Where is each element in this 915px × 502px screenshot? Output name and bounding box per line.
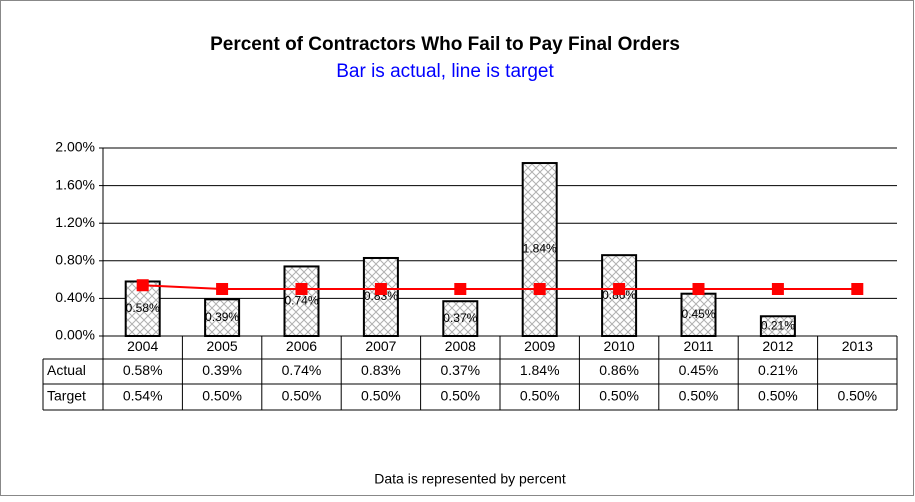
line-marker	[851, 283, 864, 295]
table-cell: 0.50%	[282, 388, 322, 404]
bar	[680, 292, 717, 338]
y-tick-label: 0.80%	[55, 252, 95, 268]
table-cell: 0.83%	[361, 362, 401, 378]
x-tick-label: 2010	[604, 338, 635, 354]
x-tick-label: 2006	[286, 338, 317, 354]
data-label: 0.37%	[443, 311, 477, 325]
bar	[521, 162, 558, 337]
data-label: 0.74%	[284, 293, 318, 307]
x-tick-label: 2009	[524, 338, 555, 354]
legend-entry: Target	[47, 388, 86, 404]
line-marker	[533, 283, 546, 295]
line-marker	[374, 283, 387, 295]
line-marker	[136, 279, 149, 292]
x-tick-label: 2007	[365, 338, 396, 354]
table-cell: 0.86%	[599, 362, 639, 378]
table-cell: 0.21%	[758, 362, 798, 378]
y-tick-label: 0.40%	[55, 289, 95, 305]
table-cell: 0.54%	[123, 388, 163, 404]
y-tick-label: 1.60%	[55, 176, 95, 192]
x-tick-label: 2012	[762, 338, 793, 354]
bar	[759, 315, 796, 338]
y-tick-label: 0.00%	[55, 327, 95, 343]
table-cell: 0.50%	[361, 388, 401, 404]
legend-entry: Actual	[47, 362, 86, 378]
data-label: 0.58%	[126, 301, 160, 315]
bar	[362, 256, 399, 338]
bar	[601, 254, 638, 337]
x-tick-label: 2004	[127, 338, 158, 354]
table-cell: 0.37%	[440, 362, 480, 378]
bar	[283, 265, 320, 337]
x-tick-label: 2005	[207, 338, 238, 354]
table-cell: 0.50%	[440, 388, 480, 404]
line-marker	[454, 283, 467, 295]
bar	[442, 300, 479, 337]
x-tick-label: 2008	[445, 338, 476, 354]
line-marker	[613, 283, 626, 295]
data-label: 0.39%	[205, 310, 239, 324]
table-cell: 0.50%	[758, 388, 798, 404]
table-cell: 1.84%	[520, 362, 560, 378]
footnote: Data is represented by percent	[374, 471, 566, 487]
table-cell: 0.39%	[202, 362, 242, 378]
table-cell: 0.50%	[837, 388, 877, 404]
data-label: 0.45%	[681, 307, 715, 321]
line-marker	[295, 283, 308, 295]
line-marker	[216, 283, 229, 295]
chart-title: Percent of Contractors Who Fail to Pay F…	[210, 34, 680, 55]
table-cell: 0.50%	[599, 388, 639, 404]
table-cell: 0.50%	[520, 388, 560, 404]
target-line	[142, 284, 858, 290]
table-cell: 0.45%	[679, 362, 719, 378]
line-marker	[692, 283, 705, 295]
data-label: 1.84%	[523, 242, 557, 256]
table-cell: 0.50%	[202, 388, 242, 404]
bar	[204, 298, 241, 337]
data-label: 0.83%	[364, 289, 398, 303]
line-marker	[771, 283, 784, 295]
x-tick-label: 2011	[683, 338, 713, 354]
table-cell: 0.50%	[679, 388, 719, 404]
x-tick-label: 2013	[842, 338, 873, 354]
table-cell: 0.74%	[282, 362, 322, 378]
data-label: 0.21%	[761, 318, 795, 332]
table-cell: 0.58%	[123, 362, 163, 378]
chart-subtitle: Bar is actual, line is target	[336, 61, 554, 82]
y-tick-label: 2.00%	[55, 139, 95, 155]
y-tick-label: 1.20%	[55, 214, 95, 230]
